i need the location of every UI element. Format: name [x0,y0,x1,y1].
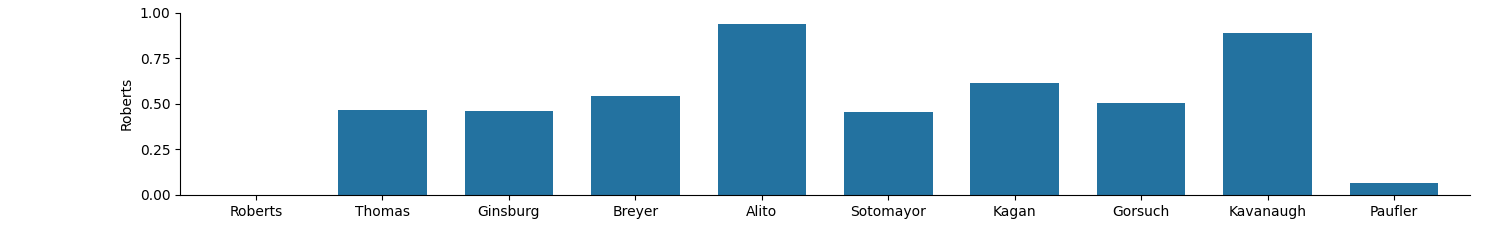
Y-axis label: Roberts: Roberts [120,77,134,130]
Bar [970,83,1059,195]
Bar [465,111,554,195]
Bar [591,96,680,195]
Bar [1096,103,1185,195]
Bar [338,110,426,195]
Bar [1350,183,1438,195]
Bar [717,24,806,195]
Bar [1224,34,1312,195]
Bar [844,112,933,195]
